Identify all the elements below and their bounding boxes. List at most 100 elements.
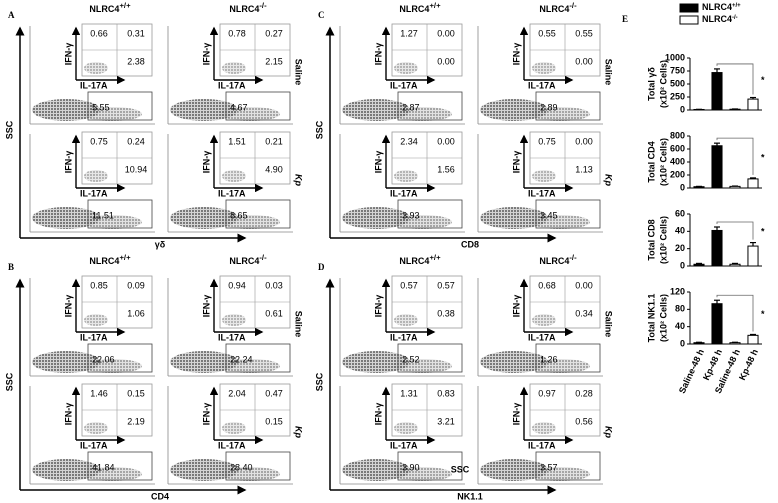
inset-cloud: [532, 422, 556, 434]
legend-sup: -/-: [732, 15, 738, 21]
quadrant-value: 0.97: [538, 388, 556, 398]
inset-y-label: IFN-γ: [373, 151, 383, 174]
bar: [693, 342, 705, 345]
quadrant-value: 0.85: [90, 280, 108, 290]
bar: [729, 342, 741, 345]
row-label: Saline: [604, 59, 614, 86]
inset-y-label: IFN-γ: [201, 43, 211, 66]
y-tick-label: 0: [680, 182, 685, 192]
gate: [535, 451, 601, 481]
bar: [729, 263, 741, 267]
bar: [729, 185, 741, 189]
y-tick-label: 0: [680, 104, 685, 114]
inset-y-label: IFN-γ: [63, 295, 73, 318]
row-label: Saline: [294, 311, 304, 338]
significance-bracket: [716, 63, 754, 95]
gate: [397, 451, 463, 481]
genotype-name: NLRC4: [399, 4, 429, 14]
quadrant-value: 0.00: [437, 28, 455, 38]
cell-cloud: [530, 359, 590, 373]
quadrant-value: 1.13: [575, 164, 593, 174]
quadrant-value: 0.66: [90, 28, 108, 38]
quadrant-value: 0.15: [265, 416, 283, 426]
inset-y-label: IFN-γ: [63, 403, 73, 426]
inset-y-label: IFN-γ: [511, 295, 521, 318]
quadrant-value: 0.47: [265, 388, 283, 398]
significance-mark: *: [761, 227, 765, 237]
cell-cloud: [392, 467, 452, 481]
y-tick-label: 400: [670, 156, 685, 166]
genotype-label: NLRC4-/-: [229, 1, 267, 14]
inset-x-label: IL-17A: [528, 188, 556, 198]
panel-letter: C: [318, 10, 325, 20]
inset-x-label: IL-17A: [80, 80, 108, 90]
quadrant-value: 0.00: [575, 280, 593, 290]
y-tick-label: 60: [675, 208, 685, 218]
genotype-name: NLRC4: [89, 4, 119, 14]
x-axis-label: CD8: [461, 239, 479, 249]
quadrant-value: 0.09: [127, 280, 145, 290]
bar: [747, 334, 759, 345]
quadrant-value: 0.94: [228, 280, 246, 290]
quadrant-value: 0.00: [575, 136, 593, 146]
inset-cloud: [394, 170, 418, 182]
legend-swatch: [679, 15, 699, 25]
bar: [747, 245, 759, 267]
row-label: Kp: [294, 174, 304, 186]
bar: [711, 145, 723, 189]
gate-value: 28.40: [230, 462, 253, 472]
y-tick-label: 80: [675, 304, 685, 314]
inset-cloud: [394, 314, 418, 326]
cell-cloud: [82, 215, 142, 229]
quadrant-value: 0.24: [127, 136, 145, 146]
inset-x-label: IL-17A: [80, 440, 108, 450]
quadrant-value: 2.19: [127, 416, 145, 426]
quadrant-value: 0.00: [575, 56, 593, 66]
legend-name: NLRC4: [702, 2, 732, 12]
inset-cloud: [84, 170, 108, 182]
y-axis-label: (x10² Cells): [658, 138, 668, 186]
quadrant-value: 0.55: [575, 28, 593, 38]
inset-cloud: [222, 62, 246, 74]
genotype-label: NLRC4-/-: [229, 253, 267, 266]
quadrant-value: 4.90: [265, 164, 283, 174]
cell-cloud: [220, 215, 280, 229]
quadrant-value: 0.34: [575, 308, 593, 318]
inset-x-label: IL-17A: [218, 188, 246, 198]
gate-value: 3.90: [402, 462, 420, 472]
gate: [87, 451, 153, 481]
inset-x-label: IL-17A: [80, 332, 108, 342]
quadrant-value: 0.75: [538, 136, 556, 146]
quadrant-value: 1.06: [127, 308, 145, 318]
inset-y-label: IFN-γ: [373, 403, 383, 426]
genotype-name: NLRC4: [399, 256, 429, 266]
panel-letter: E: [622, 14, 628, 24]
gate: [535, 343, 601, 373]
quadrant-value: 0.61: [265, 308, 283, 318]
genotype-label: NLRC4+/+: [89, 253, 131, 266]
inset-y-label: IFN-γ: [201, 151, 211, 174]
inset-cloud: [84, 62, 108, 74]
genotype-sup: -/-: [259, 253, 267, 262]
y-axis-label: Total CD8: [646, 219, 656, 260]
gate-value: 41.84: [92, 462, 115, 472]
inset-x-label: IL-17A: [528, 332, 556, 342]
inset-cloud: [84, 422, 108, 434]
y-tick-label: 120: [670, 286, 685, 296]
cell-cloud: [530, 467, 590, 481]
quadrant-value: 0.83: [437, 388, 455, 398]
inset-y-label: IFN-γ: [63, 43, 73, 66]
y-axis-label: SSC: [314, 372, 324, 391]
significance-bracket: [716, 221, 754, 240]
y-tick-label: 500: [670, 78, 685, 88]
y-tick-label: 20: [675, 243, 685, 253]
quadrant-value: 2.04: [228, 388, 246, 398]
quadrant-value: 0.57: [437, 280, 455, 290]
legend-sup: +/+: [732, 3, 741, 9]
legend-label: NLRC4-/-: [702, 14, 738, 24]
y-tick-label: 40: [675, 226, 685, 236]
gate-value: 1.26: [540, 354, 558, 364]
genotype-sup: +/+: [429, 1, 441, 10]
